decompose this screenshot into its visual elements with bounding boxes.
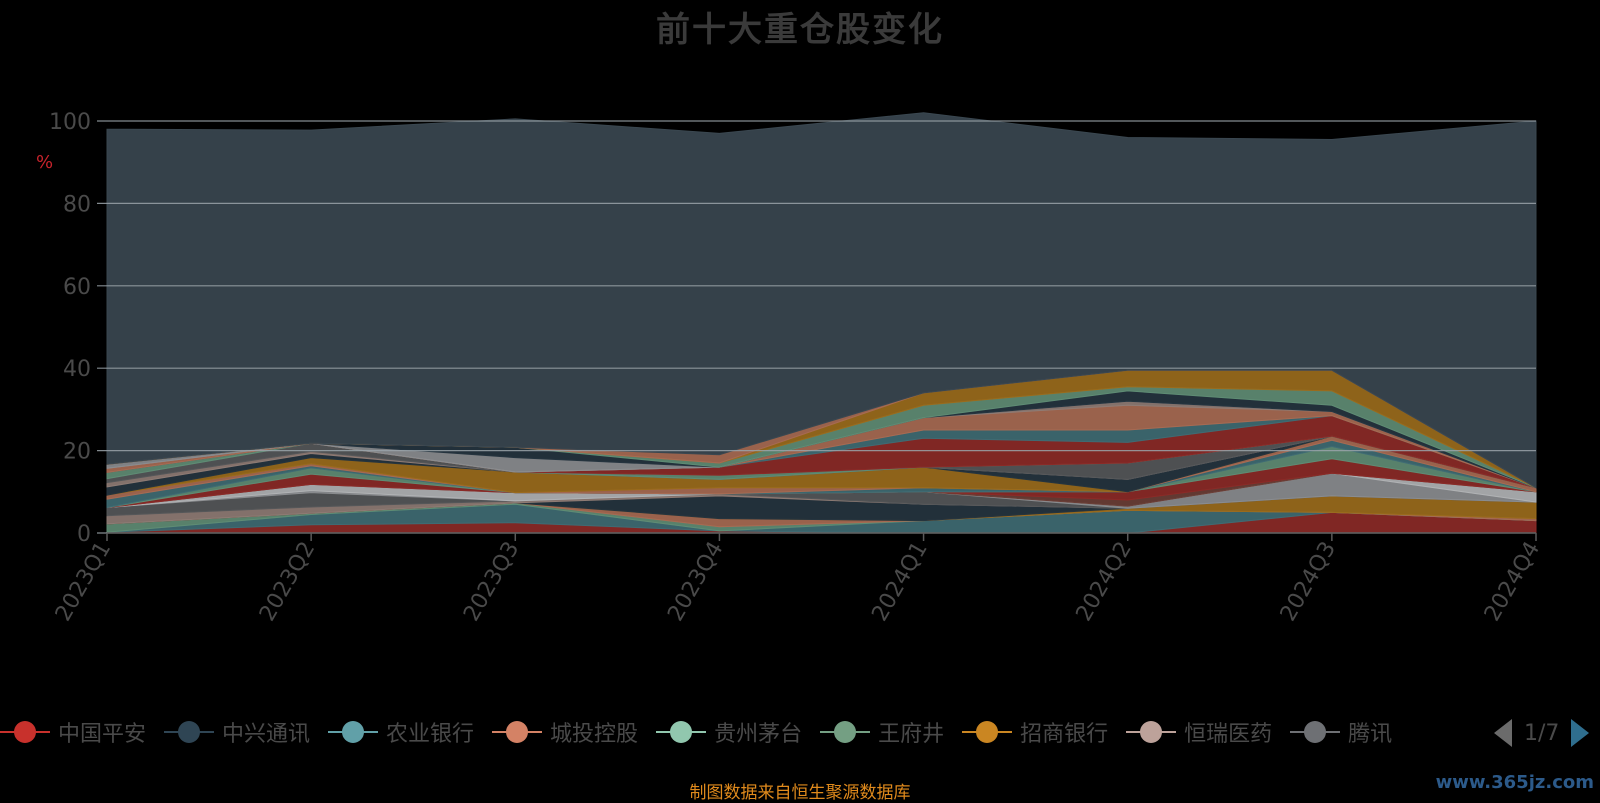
y-axis-unit-label: % [36,152,54,173]
legend-next-page-icon[interactable] [1571,719,1590,747]
y-tick-label: 40 [63,357,91,382]
legend-marker-icon [0,721,50,743]
x-tick-label: 2023Q1 [51,538,116,626]
legend-item-label: 招商银行 [1020,722,1109,747]
legend-item[interactable]: 贵州茅台 [656,712,802,752]
x-tick-label: 2023Q2 [255,538,320,626]
y-tick-label: 100 [49,110,91,135]
y-tick-label: 20 [63,440,91,465]
legend-item[interactable]: 中兴通讯 [164,712,310,752]
legend-item[interactable]: 农业银行 [328,712,474,752]
legend-item-label: 恒瑞医药 [1184,722,1273,747]
x-tick-label: 2024Q1 [867,538,932,626]
legend-item-label: 中兴通讯 [222,722,311,747]
y-tick-label: 80 [63,192,91,217]
legend-prev-page-icon[interactable] [1494,719,1512,747]
legend-marker-icon [328,721,379,743]
x-tick-label: 2024Q4 [1480,538,1545,626]
legend-item[interactable]: 腾讯 [1290,712,1392,752]
legend-items: 中国平安 中兴通讯 农业银行 城投控股 贵州茅台 王府井 招商银行 恒瑞医药 腾讯 [0,712,1482,752]
legend-item-label: 城投控股 [550,722,639,747]
area-series [106,112,1537,489]
y-tick-label: 0 [77,522,91,547]
legend-item-label: 中国平安 [58,722,147,747]
legend-item-label: 腾讯 [1348,722,1393,747]
legend-marker-icon [820,721,871,743]
legend-item[interactable]: 招商银行 [962,712,1108,752]
legend-marker-icon [164,721,215,743]
chart-legend: 中国平安 中兴通讯 农业银行 城投控股 贵州茅台 王府井 招商银行 恒瑞医药 腾讯 1/7 [0,712,1600,752]
data-source-note: 制图数据来自恒生聚源数据库 [689,783,911,803]
legend-page-indicator: 1/7 [1524,720,1560,746]
legend-marker-icon [962,721,1013,743]
legend-item-label: 贵州茅台 [714,722,803,747]
watermark: www.365jz.com [1435,772,1594,793]
x-tick-label: 2024Q3 [1276,538,1341,626]
x-tick-label: 2023Q3 [459,538,524,626]
legend-item-label: 农业银行 [386,722,475,747]
x-tick-label: 2024Q2 [1072,538,1137,626]
legend-item[interactable]: 城投控股 [492,712,638,752]
legend-item[interactable]: 王府井 [820,712,944,752]
x-tick-label: 2023Q4 [663,538,728,626]
legend-marker-icon [492,721,543,743]
legend-item[interactable]: 恒瑞医药 [1126,712,1272,752]
legend-item-label: 王府井 [878,722,945,747]
legend-pager: 1/7 [1494,718,1590,748]
chart-title: 前十大重仓股变化 [656,10,944,50]
legend-item[interactable]: 中国平安 [0,712,146,752]
legend-marker-icon [1290,721,1341,743]
legend-marker-icon [1126,721,1177,743]
y-tick-label: 60 [63,275,91,300]
legend-marker-icon [656,721,707,743]
